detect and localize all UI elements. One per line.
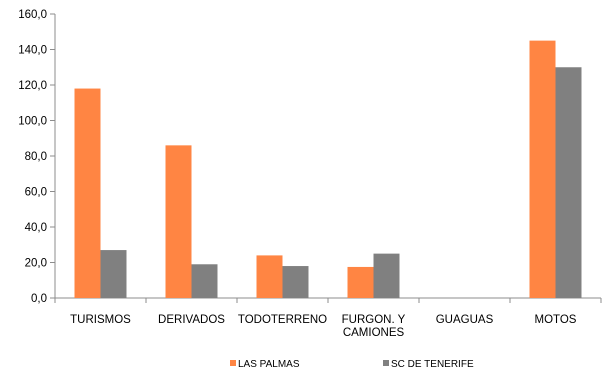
bar (191, 264, 218, 298)
chart-axes (54, 14, 602, 303)
y-tick-label: 40,0 (25, 222, 47, 234)
bar (100, 250, 127, 298)
x-tick-label: GUAGUAS (436, 314, 494, 326)
legend-label: SC DE TENERIFE (391, 359, 474, 370)
x-tick-label: CAMIONES (343, 327, 405, 339)
y-tick-label: 120,0 (18, 80, 47, 92)
bar (555, 67, 582, 298)
x-tick-label: DERIVADOS (158, 314, 225, 326)
chart-legend: LAS PALMAS SC DE TENERIFE (230, 359, 474, 370)
legend-swatch (230, 360, 236, 366)
y-tick-label: 80,0 (25, 151, 47, 163)
y-tick-label: 160,0 (18, 9, 47, 21)
x-tick-label: FURGON. Y (342, 314, 406, 326)
y-tick-label: 140,0 (18, 45, 47, 57)
bar (256, 255, 283, 298)
y-tick-label: 20,0 (25, 258, 47, 270)
x-tick-label: MOTOS (535, 314, 577, 326)
y-tick-label: 100,0 (18, 116, 47, 128)
y-tick-label: 0,0 (31, 293, 47, 305)
bar (529, 40, 556, 298)
bar (74, 88, 101, 298)
bar (347, 266, 374, 298)
bar (373, 253, 400, 298)
y-tick-label: 60,0 (25, 187, 47, 199)
chart-bars (74, 40, 582, 298)
x-tick-label: TURISMOS (70, 314, 131, 326)
y-axis-ticks: 0,0 20,0 40,0 60,0 80,0 100,0 120,0 140,0 160,0 (18, 9, 55, 305)
bar (165, 145, 192, 298)
legend-label: LAS PALMAS (238, 359, 300, 370)
x-axis-labels: TURISMOS DERIVADOS TODOTERRENO FURGON. YCAM… (70, 314, 577, 339)
legend-swatch (383, 360, 389, 366)
x-tick-label: TODOTERRENO (238, 314, 327, 326)
bar (282, 266, 309, 298)
